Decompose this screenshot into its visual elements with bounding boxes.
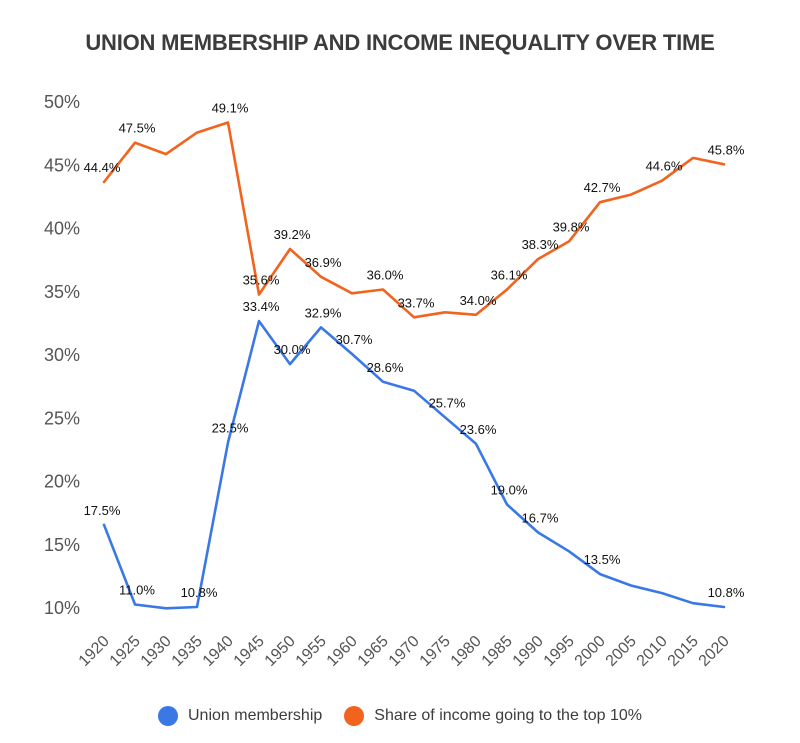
y-tick-label: 25% <box>44 408 80 428</box>
data-label: 30.7% <box>336 332 373 347</box>
x-tick-label: 2010 <box>634 633 671 670</box>
data-label: 36.9% <box>305 255 342 270</box>
series-layer <box>102 121 726 610</box>
legend-label-union: Union membership <box>187 707 323 724</box>
data-label: 45.8% <box>708 142 745 157</box>
x-tick-label: 1940 <box>200 633 237 670</box>
data-label: 44.4% <box>84 160 121 175</box>
x-tick-label: 1955 <box>293 633 330 670</box>
data-label: 34.0% <box>460 293 497 308</box>
data-label: 47.5% <box>119 121 156 136</box>
y-tick-label: 20% <box>44 472 80 492</box>
y-tick-label: 30% <box>44 345 80 365</box>
data-label: 11.0% <box>119 582 155 597</box>
y-tick-label: 15% <box>44 535 80 555</box>
data-label: 13.5% <box>584 552 621 567</box>
data-label: 19.0% <box>491 483 528 498</box>
x-tick-label: 2000 <box>572 633 609 670</box>
x-tick-label: 1925 <box>107 633 144 670</box>
data-label: 28.6% <box>367 360 404 375</box>
y-tick-label: 50% <box>44 92 80 112</box>
legend-swatch-income <box>344 706 365 726</box>
y-tick-label: 40% <box>44 219 80 239</box>
union-membership-line[interactable] <box>102 319 726 610</box>
data-label: 33.7% <box>398 295 435 310</box>
data-label: 33.4% <box>243 299 280 314</box>
x-tick-label: 1995 <box>541 633 578 670</box>
y-tick-label: 45% <box>44 155 80 175</box>
x-axis-ticks: 1920192519301935194019451950195519601965… <box>76 633 733 670</box>
data-label: 42.7% <box>584 180 621 195</box>
data-label: 36.0% <box>367 267 404 282</box>
legend-label-income: Share of income going to the top 10% <box>374 707 642 724</box>
data-label: 16.7% <box>522 510 559 525</box>
data-label: 39.2% <box>274 227 311 242</box>
data-labels: 17.5% 11.0% 10.8% 23.5% 33.4% 30.0% 32.9% 30.7%… <box>84 101 745 600</box>
x-tick-label: 1960 <box>324 633 361 670</box>
data-label: 36.1% <box>491 267 528 282</box>
y-tick-label: 10% <box>44 598 80 618</box>
data-label: 35.6% <box>243 273 280 288</box>
y-axis-ticks: 50% 45% 40% 35% 30% 25% 20% 15% 10% <box>44 92 80 618</box>
legend: Union membership Share of income going t… <box>0 706 800 726</box>
legend-swatch-union <box>157 706 178 726</box>
x-tick-label: 1970 <box>386 633 423 670</box>
x-tick-label: 2015 <box>665 633 702 670</box>
legend-item-union[interactable]: Union membership <box>157 706 323 726</box>
data-label: 44.6% <box>646 159 683 174</box>
chart-title: UNION MEMBERSHIP AND INCOME INEQUALITY O… <box>85 30 715 55</box>
data-label: 39.8% <box>553 219 590 234</box>
x-tick-label: 1950 <box>262 633 299 670</box>
y-tick-label: 35% <box>44 282 80 302</box>
data-label: 32.9% <box>305 305 342 320</box>
x-tick-label: 1945 <box>231 633 268 670</box>
data-label: 17.5% <box>84 503 121 518</box>
x-tick-label: 1980 <box>448 633 485 670</box>
data-label: 49.1% <box>212 101 249 116</box>
x-tick-label: 2020 <box>696 633 733 670</box>
data-label: 10.8% <box>708 585 745 600</box>
x-tick-label: 1975 <box>417 633 454 670</box>
data-label: 30.0% <box>274 342 311 357</box>
x-tick-label: 1935 <box>169 633 206 670</box>
x-tick-label: 1990 <box>510 633 547 670</box>
data-label: 25.7% <box>429 395 466 410</box>
data-label: 23.5% <box>212 421 249 436</box>
data-label: 10.8% <box>181 585 218 600</box>
data-label: 38.3% <box>522 237 559 252</box>
legend-item-income[interactable]: Share of income going to the top 10% <box>344 706 642 726</box>
x-tick-label: 2005 <box>603 633 640 670</box>
x-tick-label: 1985 <box>479 633 516 670</box>
x-tick-label: 1930 <box>138 633 175 670</box>
x-tick-label: 1965 <box>355 633 392 670</box>
data-label: 23.6% <box>460 422 497 437</box>
x-tick-label: 1920 <box>76 633 113 670</box>
top10-income-share-line[interactable] <box>102 121 726 319</box>
